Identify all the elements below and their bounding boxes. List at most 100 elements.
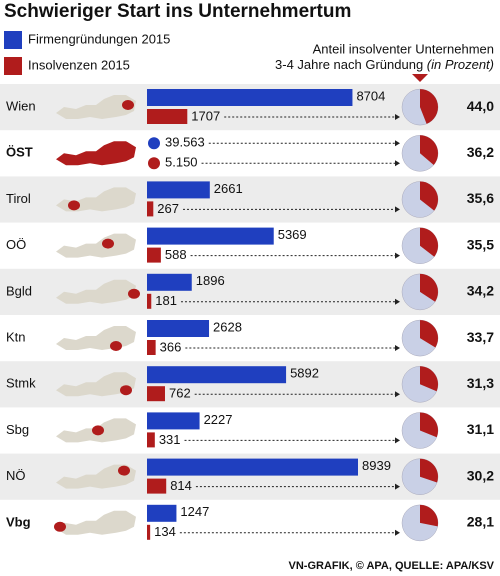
bar xyxy=(147,273,192,291)
map-shape xyxy=(56,279,136,304)
value-label: 2661 xyxy=(214,181,243,196)
arrow-head xyxy=(395,140,400,147)
value-label: 5892 xyxy=(290,366,319,381)
value-label: 267 xyxy=(157,201,179,216)
category-label: Sbg xyxy=(6,422,29,437)
arrow-head xyxy=(395,345,400,351)
arrow-head xyxy=(395,160,400,167)
bar xyxy=(147,293,152,309)
pie-slice xyxy=(420,89,438,124)
arrow-head xyxy=(395,298,400,305)
value-label: 8704 xyxy=(356,88,385,103)
bar xyxy=(147,412,200,430)
region-map xyxy=(56,279,140,304)
map-shape xyxy=(56,372,136,397)
region-map xyxy=(56,464,136,489)
category-label: Bgld xyxy=(6,283,32,298)
pie-slice xyxy=(420,227,438,257)
category-label: OÖ xyxy=(6,237,26,252)
percent-label: 35,5 xyxy=(467,236,494,252)
bar xyxy=(147,524,151,540)
arrow-head xyxy=(395,252,400,259)
arrow-head xyxy=(395,483,400,490)
bar xyxy=(147,366,287,384)
map-region xyxy=(110,341,122,351)
value-label: 1896 xyxy=(196,273,225,288)
pie-slice xyxy=(420,181,439,211)
percent-label: 30,2 xyxy=(467,467,494,483)
title: Schwieriger Start ins Unternehmertum xyxy=(4,1,351,22)
arrow-head xyxy=(395,391,400,398)
region-map xyxy=(56,326,136,351)
marker xyxy=(148,137,160,150)
pie-subtitle-text: 3-4 Jahre nach Gründung xyxy=(275,57,423,72)
percent-label: 31,3 xyxy=(467,375,494,391)
bar xyxy=(147,227,274,245)
bar xyxy=(147,432,155,448)
percent-label: 33,7 xyxy=(467,329,494,345)
category-label: Vbg xyxy=(6,514,31,529)
percent-label: 31,1 xyxy=(467,421,494,437)
arrow-head xyxy=(395,206,400,213)
region-map xyxy=(56,418,136,443)
region-map xyxy=(56,95,136,119)
pie-title: Anteil insolventer Unternehmen xyxy=(313,41,494,56)
source: VN-GRAFIK, © APA, QUELLE: APA/KSV xyxy=(289,560,495,572)
bar xyxy=(147,181,210,199)
map-region xyxy=(54,521,66,532)
map-region xyxy=(118,465,130,476)
map-region xyxy=(128,288,140,299)
map-shape xyxy=(56,141,136,166)
legend-swatch xyxy=(4,57,22,75)
arrow-head xyxy=(395,114,400,120)
value-label: 1707 xyxy=(191,108,220,123)
category-label: Ktn xyxy=(6,330,26,345)
pie-slice xyxy=(420,320,438,348)
bar xyxy=(147,386,165,402)
map-shape xyxy=(56,464,136,489)
legend-label: Insolvenzen 2015 xyxy=(28,57,130,72)
region-map xyxy=(54,510,136,535)
pointer xyxy=(412,74,428,82)
category-label: Wien xyxy=(6,99,36,114)
value-label: 1247 xyxy=(180,504,209,519)
pie-slice xyxy=(420,458,439,483)
category-label: NÖ xyxy=(6,468,26,483)
legend-swatch xyxy=(4,31,22,49)
region-map xyxy=(56,187,136,212)
percent-label: 34,2 xyxy=(467,283,494,299)
legend-label: Firmengründungen 2015 xyxy=(28,31,170,46)
percent-label: 35,6 xyxy=(467,190,494,206)
value-label: 39.563 xyxy=(165,135,205,150)
value-label: 5.150 xyxy=(165,155,198,170)
map-region xyxy=(92,425,104,436)
value-label: 8939 xyxy=(362,458,391,473)
map-region xyxy=(68,200,80,211)
pie-slice xyxy=(420,366,438,392)
bar xyxy=(147,320,210,337)
pie-slice xyxy=(420,504,439,527)
value-label: 181 xyxy=(155,293,177,308)
arrow-head xyxy=(395,437,400,444)
bar xyxy=(147,458,358,476)
pie-slice xyxy=(420,273,439,302)
value-label: 2227 xyxy=(204,412,233,427)
value-label: 588 xyxy=(165,247,187,262)
percent-label: 28,1 xyxy=(467,514,494,530)
value-label: 762 xyxy=(169,386,191,401)
region-map xyxy=(56,372,136,397)
marker xyxy=(148,157,160,170)
pie-subtitle: 3-4 Jahre nach Gründung (in Prozent) xyxy=(275,57,494,72)
bar xyxy=(147,89,353,106)
category-label: Tirol xyxy=(6,191,31,206)
percent-label: 44,0 xyxy=(467,98,494,114)
map-shape xyxy=(56,326,136,350)
value-label: 2628 xyxy=(213,319,242,334)
map-shape xyxy=(56,95,136,119)
region-map xyxy=(56,141,136,166)
pie-slice xyxy=(420,412,438,438)
bar xyxy=(147,340,156,355)
bar xyxy=(147,478,167,494)
category-label: ÖST xyxy=(6,145,33,160)
pie-unit: (in Prozent) xyxy=(427,57,494,72)
